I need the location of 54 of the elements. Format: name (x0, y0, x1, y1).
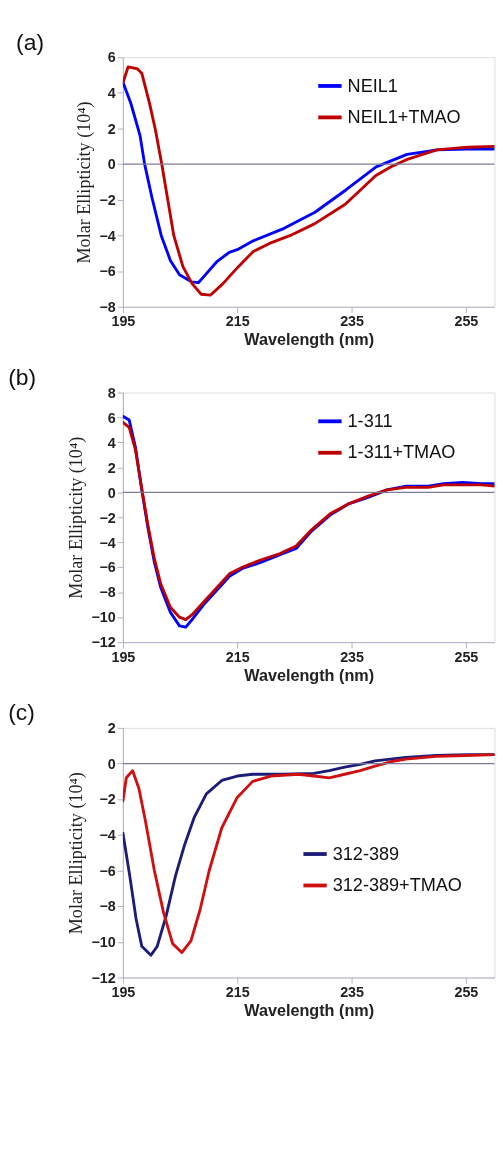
x-tick-label: 195 (111, 648, 136, 665)
x-tick-label: 255 (454, 313, 479, 330)
y-tick-label: 0 (107, 484, 116, 501)
y-tick-label: 2 (107, 120, 116, 137)
x-tick-label: 235 (340, 984, 365, 1001)
y-tick-label: 4 (107, 85, 116, 102)
chart-title: (a) (16, 28, 45, 55)
y-tick-label: −12 (91, 634, 116, 651)
y-tick-label: −10 (91, 609, 116, 626)
y-tick-label: 4 (107, 434, 116, 451)
x-tick-label: 255 (454, 648, 479, 665)
legend-label: 1-311 (347, 411, 393, 432)
y-tick-label: −2 (99, 509, 116, 526)
chart-title: (c) (8, 699, 35, 726)
y-tick-label: −2 (99, 192, 116, 209)
x-axis-title: Wavelength (nm) (244, 330, 375, 349)
y-tick-label: 2 (107, 720, 116, 737)
y-tick-label: 0 (107, 755, 116, 772)
y-tick-label: −6 (99, 263, 116, 280)
x-tick-label: 235 (340, 313, 365, 330)
y-tick-label: −8 (99, 299, 116, 316)
y-tick-label: −8 (99, 898, 116, 915)
y-tick-label: 2 (107, 459, 116, 476)
y-tick-label: 6 (107, 49, 116, 66)
x-axis-title: Wavelength (nm) (244, 665, 375, 684)
y-tick-label: −4 (99, 827, 116, 844)
y-tick-label: −4 (99, 227, 116, 244)
y-axis-title: Molar Ellipticity (10⁴) (65, 436, 87, 599)
y-axis-title: Molar Ellipticity (10⁴) (73, 101, 95, 264)
legend-label: 312-389 (332, 843, 400, 864)
y-tick-label: −2 (99, 791, 116, 808)
x-tick-label: 235 (340, 648, 365, 665)
legend-label: NEIL1 (347, 75, 398, 96)
x-tick-label: 215 (225, 984, 250, 1001)
x-tick-label: 195 (111, 984, 136, 1001)
x-tick-label: 215 (225, 648, 250, 665)
y-tick-label: 8 (107, 384, 116, 401)
y-tick-label: 0 (107, 156, 116, 173)
y-tick-label: 6 (107, 409, 116, 426)
y-tick-label: −6 (99, 862, 116, 879)
y-axis-title: Molar Ellipticity (10⁴) (65, 772, 87, 935)
legend-label: NEIL1+TMAO (347, 107, 461, 128)
x-axis-title: Wavelength (nm) (244, 1001, 375, 1020)
x-tick-label: 195 (111, 313, 136, 330)
x-tick-label: 255 (454, 984, 479, 1001)
chart-title: (b) (8, 363, 37, 390)
y-tick-label: −6 (99, 559, 116, 576)
y-tick-label: −10 (91, 934, 116, 951)
legend-label: 1-311+TMAO (347, 442, 456, 463)
x-tick-label: 215 (225, 313, 250, 330)
y-tick-label: −12 (91, 969, 116, 986)
legend-label: 312-389+TMAO (332, 875, 462, 896)
y-tick-label: −4 (99, 534, 116, 551)
y-tick-label: −8 (99, 584, 116, 601)
